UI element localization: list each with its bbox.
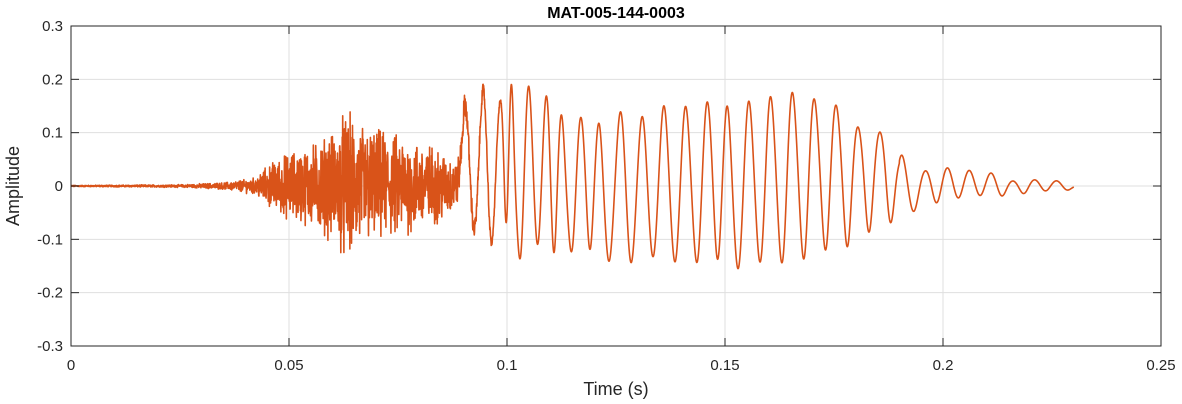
x-tick-label: 0.15	[710, 357, 739, 374]
chart-title: MAT-005-144-0003	[547, 5, 685, 22]
x-tick-label: 0	[67, 357, 75, 374]
y-tick-label: 0.3	[42, 18, 63, 35]
y-tick-label: -0.3	[37, 338, 63, 355]
x-tick-label: 0.25	[1146, 357, 1175, 374]
y-tick-label: 0.2	[42, 71, 63, 88]
x-axis-label: Time (s)	[583, 379, 648, 399]
y-axis: -0.3 -0.2 -0.1 0 0.1 0.2 0.3	[37, 18, 1161, 355]
x-tick-label: 0.2	[933, 357, 954, 374]
y-tick-label: 0.1	[42, 125, 63, 142]
y-axis-label: Amplitude	[3, 146, 23, 226]
x-tick-label: 0.05	[274, 357, 303, 374]
y-tick-label: 0	[55, 178, 63, 195]
y-tick-label: -0.1	[37, 231, 63, 248]
x-tick-label: 0.1	[497, 357, 518, 374]
y-tick-label: -0.2	[37, 285, 63, 302]
x-axis: 0 0.05 0.1 0.15 0.2 0.25	[67, 26, 1176, 374]
waveform-series-line	[70, 83, 1075, 270]
